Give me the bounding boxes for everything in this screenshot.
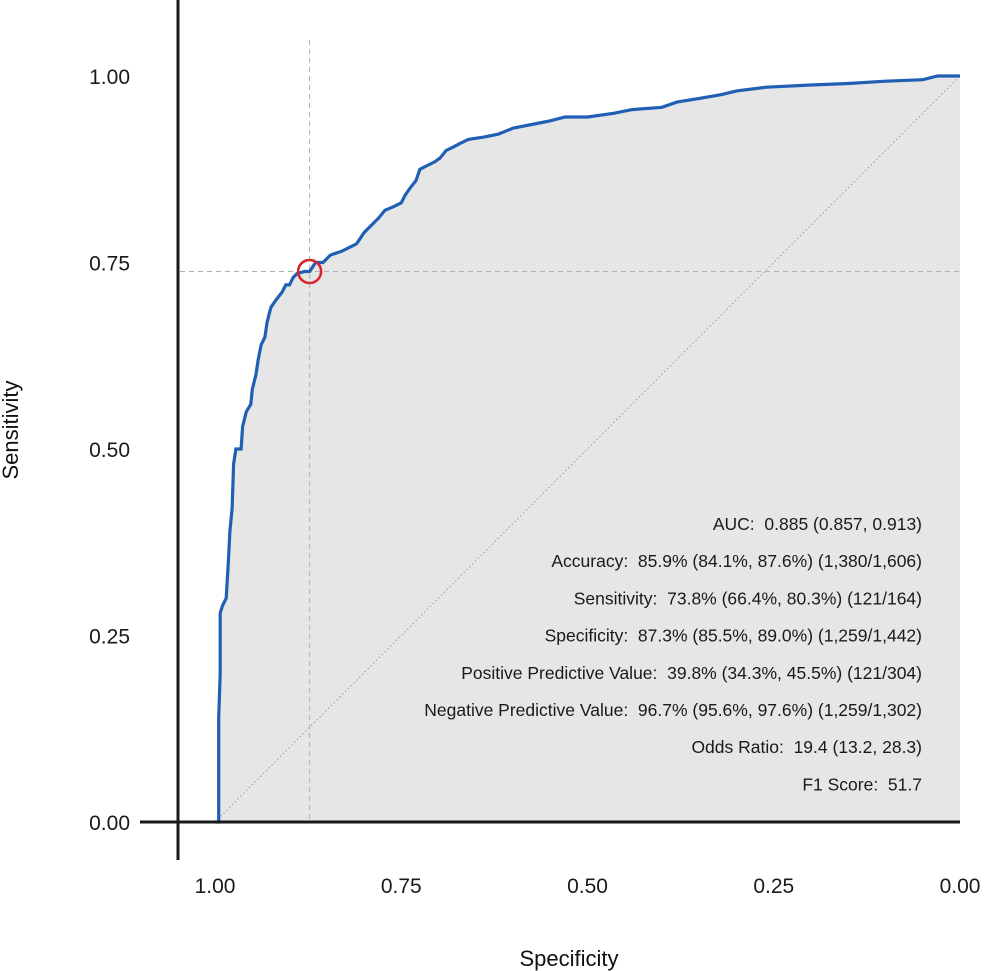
- y-tick-label: 1.00: [89, 66, 130, 89]
- stat-line: Odds Ratio: 19.4 (13.2, 28.3): [691, 737, 922, 757]
- y-tick-label: 0.50: [89, 439, 130, 462]
- stat-line: Negative Predictive Value: 96.7% (95.6%,…: [424, 700, 922, 720]
- x-tick-label: 0.50: [567, 875, 608, 898]
- auc-area: [215, 76, 960, 822]
- y-tick-label: 0.00: [89, 812, 130, 835]
- x-tick-label: 0.75: [381, 875, 422, 898]
- stat-line: F1 Score: 51.7: [802, 774, 922, 794]
- curve-layer: [215, 74, 960, 824]
- stat-line: Accuracy: 85.9% (84.1%, 87.6%) (1,380/1,…: [551, 551, 922, 571]
- x-tick-label: 0.25: [753, 875, 794, 898]
- x-axis-title: Specificity: [519, 946, 618, 971]
- stat-line: Specificity: 87.3% (85.5%, 89.0%) (1,259…: [545, 626, 922, 646]
- x-tick-label: 1.00: [195, 875, 236, 898]
- y-tick-label: 0.75: [89, 253, 130, 276]
- axes: [140, 0, 960, 860]
- stat-line: AUC: 0.885 (0.857, 0.913): [713, 514, 922, 534]
- y-tick-label: 0.25: [89, 626, 130, 649]
- roc-curve-line: [215, 74, 960, 824]
- tick-labels: 0.00 0.25 0.50 0.75 1.00 1.00 0.75 0.50 0.25 0.00: [89, 66, 980, 898]
- stats-annotation: AUC: 0.885 (0.857, 0.913) Accuracy: 85.9%…: [424, 514, 922, 794]
- x-tick-label: 0.00: [940, 875, 981, 898]
- plot-area: [215, 76, 960, 822]
- stat-line: Sensitivity: 73.8% (66.4%, 80.3%) (121/1…: [574, 588, 922, 608]
- stat-line: Positive Predictive Value: 39.8% (34.3%,…: [461, 663, 922, 683]
- optimal-threshold-marker: [296, 258, 323, 285]
- y-axis-title: Sensitivity: [0, 380, 23, 479]
